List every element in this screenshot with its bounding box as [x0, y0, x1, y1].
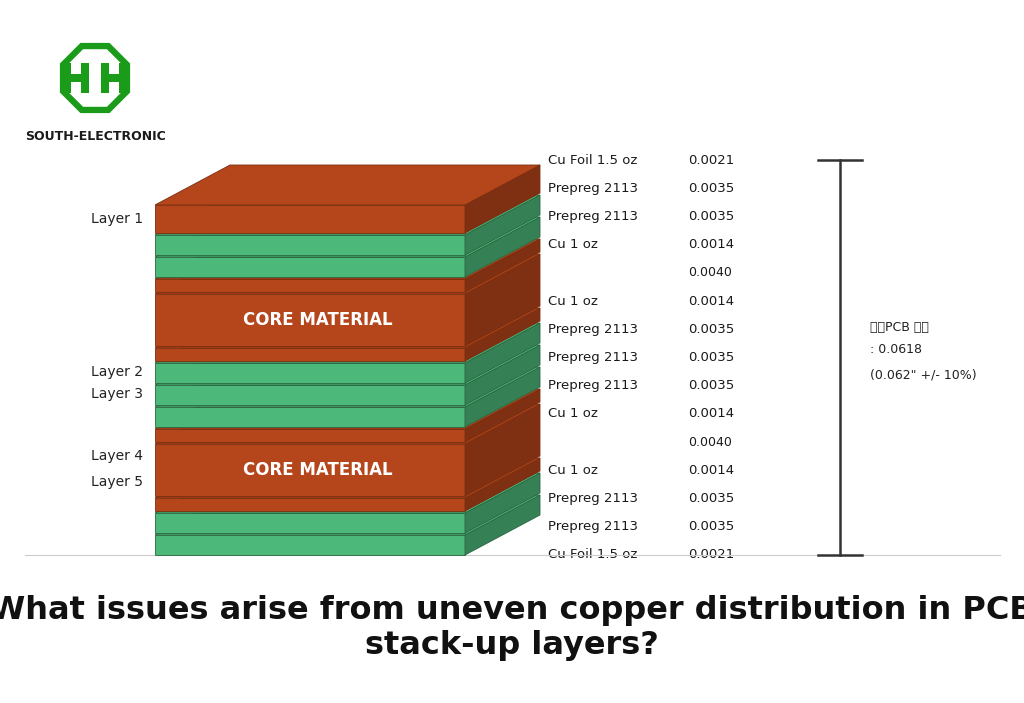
Text: Prepreg 2113: Prepreg 2113 — [548, 492, 638, 505]
Text: 0.0021: 0.0021 — [688, 153, 734, 167]
Text: 0.0014: 0.0014 — [688, 238, 734, 251]
Polygon shape — [155, 363, 465, 383]
Text: Prepreg 2113: Prepreg 2113 — [548, 210, 638, 223]
Text: 0.0014: 0.0014 — [688, 464, 734, 477]
Bar — [101, 63, 109, 93]
Polygon shape — [155, 495, 540, 535]
Text: 0.0035: 0.0035 — [688, 520, 734, 534]
Text: Cu Foil 1.5 oz: Cu Foil 1.5 oz — [548, 153, 637, 167]
Text: Cu Foil 1.5 oz: Cu Foil 1.5 oz — [548, 548, 637, 562]
Text: 0.0035: 0.0035 — [688, 492, 734, 505]
Text: Layer 1: Layer 1 — [91, 212, 143, 226]
Polygon shape — [155, 389, 540, 429]
Text: Cu 1 oz: Cu 1 oz — [548, 408, 598, 420]
Text: Prepreg 2113: Prepreg 2113 — [548, 181, 638, 195]
Text: (0.062" +/- 10%): (0.062" +/- 10%) — [870, 369, 977, 382]
Text: Layer 2: Layer 2 — [91, 365, 143, 379]
Polygon shape — [155, 498, 465, 511]
Polygon shape — [155, 254, 540, 294]
Polygon shape — [67, 49, 124, 107]
Polygon shape — [155, 294, 465, 346]
Polygon shape — [155, 279, 465, 292]
Text: 0.0035: 0.0035 — [688, 323, 734, 336]
Polygon shape — [155, 239, 540, 279]
Text: 0.0035: 0.0035 — [688, 351, 734, 364]
Polygon shape — [465, 217, 540, 277]
Text: 0.0035: 0.0035 — [688, 181, 734, 195]
Text: Cu 1 oz: Cu 1 oz — [548, 295, 598, 308]
Text: 成品PCB 厚度: 成品PCB 厚度 — [870, 321, 929, 334]
Text: Cu 1 oz: Cu 1 oz — [548, 464, 598, 477]
Polygon shape — [465, 389, 540, 442]
Text: Layer 4: Layer 4 — [91, 449, 143, 463]
Polygon shape — [155, 345, 540, 385]
Text: 0.0021: 0.0021 — [688, 548, 734, 562]
Polygon shape — [465, 495, 540, 555]
Polygon shape — [155, 217, 540, 257]
Polygon shape — [59, 43, 130, 113]
Text: What issues arise from uneven copper distribution in PCB
stack-up layers?: What issues arise from uneven copper dis… — [0, 595, 1024, 662]
Text: : 0.0618: : 0.0618 — [870, 343, 922, 356]
Text: Prepreg 2113: Prepreg 2113 — [548, 323, 638, 336]
Text: Layer 5: Layer 5 — [91, 475, 143, 489]
Polygon shape — [155, 195, 540, 235]
Polygon shape — [465, 345, 540, 405]
Text: CORE MATERIAL: CORE MATERIAL — [243, 311, 393, 329]
Polygon shape — [465, 404, 540, 496]
Polygon shape — [155, 473, 540, 513]
Polygon shape — [465, 254, 540, 346]
Polygon shape — [155, 429, 465, 442]
Text: 0.0040: 0.0040 — [688, 436, 732, 449]
Polygon shape — [155, 257, 465, 277]
Polygon shape — [155, 308, 540, 348]
Text: Layer 3: Layer 3 — [91, 387, 143, 401]
Text: SOUTH-ELECTRONIC: SOUTH-ELECTRONIC — [25, 129, 165, 143]
Polygon shape — [465, 165, 540, 233]
Polygon shape — [465, 458, 540, 511]
Text: Prepreg 2113: Prepreg 2113 — [548, 351, 638, 364]
Polygon shape — [155, 235, 465, 255]
Polygon shape — [155, 407, 465, 427]
Polygon shape — [155, 205, 465, 233]
Bar — [63, 74, 89, 82]
Bar — [101, 74, 127, 82]
Polygon shape — [155, 404, 540, 444]
Polygon shape — [155, 165, 540, 205]
Polygon shape — [155, 348, 465, 361]
Text: 0.0035: 0.0035 — [688, 379, 734, 392]
Polygon shape — [155, 513, 465, 533]
Bar — [81, 63, 89, 93]
Text: 0.0040: 0.0040 — [688, 266, 732, 279]
Polygon shape — [465, 367, 540, 427]
Polygon shape — [155, 385, 465, 405]
Polygon shape — [465, 195, 540, 255]
Bar — [119, 63, 127, 93]
Polygon shape — [465, 323, 540, 383]
Text: Prepreg 2113: Prepreg 2113 — [548, 379, 638, 392]
Polygon shape — [155, 323, 540, 363]
Text: Prepreg 2113: Prepreg 2113 — [548, 520, 638, 534]
Polygon shape — [465, 239, 540, 292]
Polygon shape — [465, 308, 540, 361]
Text: Cu 1 oz: Cu 1 oz — [548, 238, 598, 251]
Text: 0.0014: 0.0014 — [688, 408, 734, 420]
Polygon shape — [155, 444, 465, 496]
Polygon shape — [155, 535, 465, 555]
Polygon shape — [465, 473, 540, 533]
Bar — [63, 63, 71, 93]
Text: 0.0014: 0.0014 — [688, 295, 734, 308]
Polygon shape — [155, 367, 540, 407]
Text: 0.0035: 0.0035 — [688, 210, 734, 223]
Polygon shape — [155, 458, 540, 498]
Text: CORE MATERIAL: CORE MATERIAL — [243, 461, 393, 479]
